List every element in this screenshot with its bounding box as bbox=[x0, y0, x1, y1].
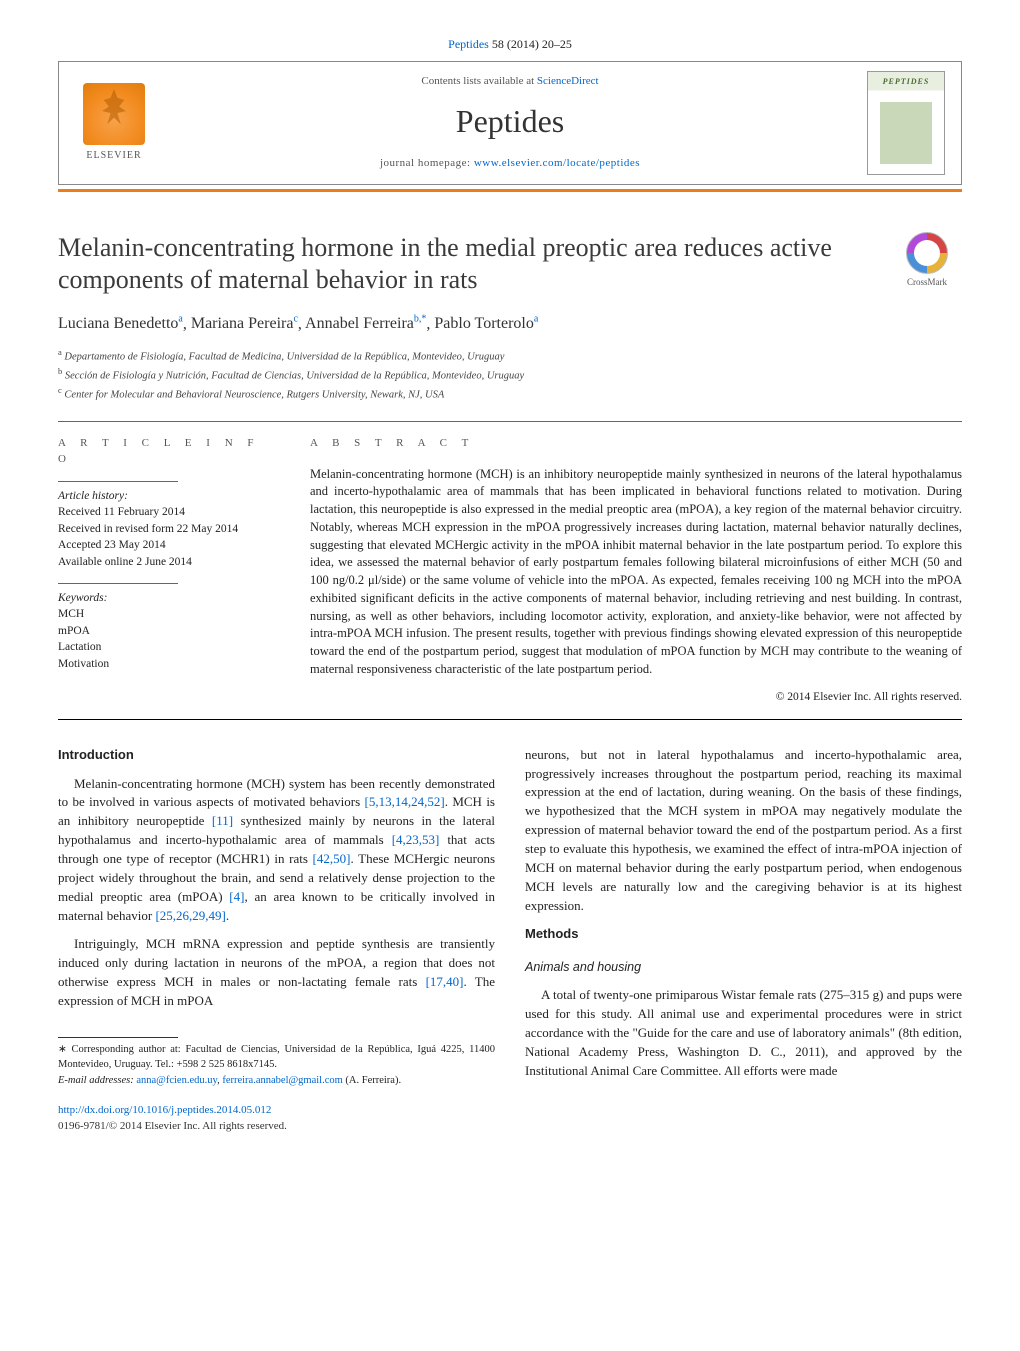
publisher-name: ELSEVIER bbox=[86, 149, 141, 163]
journal-header-box: ELSEVIER Contents lists available at Sci… bbox=[58, 61, 962, 185]
publisher-logo-cell: ELSEVIER bbox=[59, 62, 169, 184]
ref-link-3[interactable]: [4,23,53] bbox=[392, 832, 440, 847]
author-2-affil: b,* bbox=[414, 314, 427, 325]
footnote-emails: E-mail addresses: anna@fcien.edu.uy, fer… bbox=[58, 1073, 495, 1089]
author-1: Mariana Pereirac bbox=[191, 315, 298, 332]
animals-subheading: Animals and housing bbox=[525, 958, 962, 976]
crossmark-badge-icon bbox=[906, 232, 948, 274]
affil-c: Center for Molecular and Behavioral Neur… bbox=[64, 390, 444, 401]
elsevier-tree-icon bbox=[83, 83, 145, 145]
author-0: Luciana Benedettoa bbox=[58, 315, 183, 332]
cover-thumb-cell bbox=[851, 62, 961, 184]
author-list: Luciana Benedettoa, Mariana Pereirac, An… bbox=[58, 313, 962, 336]
top-cite-rest: 58 (2014) 20–25 bbox=[489, 37, 572, 51]
author-3-affil: a bbox=[534, 314, 538, 325]
intro-p1-g: . bbox=[226, 908, 229, 923]
history-received: Received 11 February 2014 bbox=[58, 504, 274, 521]
ref-link-7[interactable]: [17,40] bbox=[426, 974, 464, 989]
contents-line: Contents lists available at ScienceDirec… bbox=[169, 74, 851, 89]
email-label: E-mail addresses: bbox=[58, 1075, 136, 1086]
methods-p1: A total of twenty-one primiparous Wistar… bbox=[525, 986, 962, 1080]
crossmark-label: CrossMark bbox=[907, 277, 947, 287]
ref-link-1[interactable]: [5,13,14,24,52] bbox=[365, 794, 445, 809]
intro-p1: Melanin-concentrating hormone (MCH) syst… bbox=[58, 775, 495, 926]
rule-above-info bbox=[58, 421, 962, 422]
issn-line: 0196-9781/© 2014 Elsevier Inc. All right… bbox=[58, 1119, 495, 1135]
history-online: Available online 2 June 2014 bbox=[58, 554, 274, 571]
email-tail: (A. Ferreira). bbox=[343, 1075, 401, 1086]
crossmark-widget[interactable]: CrossMark bbox=[892, 232, 962, 289]
email-link-1[interactable]: anna@fcien.edu.uy bbox=[136, 1075, 217, 1086]
info-short-rule-2 bbox=[58, 583, 178, 584]
article-info-column: a r t i c l e i n f o Article history: R… bbox=[58, 436, 274, 704]
corresponding-footnote: ∗ Corresponding author at: Facultad de C… bbox=[58, 1042, 495, 1089]
abstract-heading: a b s t r a c t bbox=[310, 436, 962, 451]
author-3: Pablo Torteroloa bbox=[434, 315, 538, 332]
keywords-label: Keywords: bbox=[58, 590, 274, 606]
author-1-name: Mariana Pereira bbox=[191, 315, 294, 332]
history-accepted: Accepted 23 May 2014 bbox=[58, 537, 274, 554]
intro-p2: Intriguingly, MCH mRNA expression and pe… bbox=[58, 935, 495, 1010]
abstract-column: a b s t r a c t Melanin-concentrating ho… bbox=[310, 436, 962, 704]
doi-block: http://dx.doi.org/10.1016/j.peptides.201… bbox=[58, 1103, 495, 1135]
abstract-text: Melanin-concentrating hormone (MCH) is a… bbox=[310, 466, 962, 679]
top-citation: Peptides 58 (2014) 20–25 bbox=[58, 36, 962, 53]
sciencedirect-link[interactable]: ScienceDirect bbox=[537, 75, 599, 87]
affiliations: a Departamento de Fisiología, Facultad d… bbox=[58, 346, 962, 404]
methods-heading: Methods bbox=[525, 925, 962, 944]
body-left-column: Introduction Melanin-concentrating hormo… bbox=[58, 746, 495, 1135]
journal-homepage-line: journal homepage: www.elsevier.com/locat… bbox=[169, 156, 851, 171]
homepage-pre: journal homepage: bbox=[380, 157, 474, 169]
author-2: Annabel Ferreirab,* bbox=[305, 315, 426, 332]
contents-pre: Contents lists available at bbox=[421, 75, 536, 87]
author-0-affil: a bbox=[178, 314, 182, 325]
body-right-column: neurons, but not in lateral hypothalamus… bbox=[525, 746, 962, 1135]
rule-below-abstract bbox=[58, 719, 962, 720]
affil-a: Departamento de Fisiología, Facultad de … bbox=[64, 351, 504, 362]
ref-link-2[interactable]: [11] bbox=[212, 813, 233, 828]
intro-heading: Introduction bbox=[58, 746, 495, 765]
journal-name: Peptides bbox=[169, 99, 851, 144]
ref-link-5[interactable]: [4] bbox=[229, 889, 244, 904]
top-cite-journal-link[interactable]: Peptides bbox=[448, 37, 489, 51]
keywords-list: MCH mPOA Lactation Motivation bbox=[58, 606, 274, 673]
author-1-affil: c bbox=[293, 314, 297, 325]
author-2-name: Annabel Ferreira bbox=[305, 315, 414, 332]
email-link-2[interactable]: ferreira.annabel@gmail.com bbox=[222, 1075, 342, 1086]
abstract-copyright: © 2014 Elsevier Inc. All rights reserved… bbox=[310, 689, 962, 705]
ref-link-6[interactable]: [25,26,29,49] bbox=[155, 908, 225, 923]
orange-divider bbox=[58, 189, 962, 192]
article-title: Melanin-concentrating hormone in the med… bbox=[58, 232, 876, 297]
author-0-name: Luciana Benedetto bbox=[58, 315, 178, 332]
col2-p1: neurons, but not in lateral hypothalamus… bbox=[525, 746, 962, 916]
affil-b: Sección de Fisiología y Nutrición, Facul… bbox=[65, 370, 524, 381]
keyword-1: mPOA bbox=[58, 623, 274, 640]
footnote-rule bbox=[58, 1037, 178, 1038]
keyword-0: MCH bbox=[58, 606, 274, 623]
ref-link-4[interactable]: [42,50] bbox=[313, 851, 351, 866]
journal-homepage-link[interactable]: www.elsevier.com/locate/peptides bbox=[474, 157, 640, 169]
article-info-heading: a r t i c l e i n f o bbox=[58, 436, 274, 467]
history-revised: Received in revised form 22 May 2014 bbox=[58, 521, 274, 538]
author-2-affil-text: b,* bbox=[414, 314, 427, 325]
keyword-2: Lactation bbox=[58, 639, 274, 656]
footnote-corr: ∗ Corresponding author at: Facultad de C… bbox=[58, 1042, 495, 1074]
info-short-rule-1 bbox=[58, 481, 178, 482]
keyword-3: Motivation bbox=[58, 656, 274, 673]
doi-link[interactable]: http://dx.doi.org/10.1016/j.peptides.201… bbox=[58, 1104, 271, 1116]
journal-cover-thumb bbox=[867, 71, 945, 175]
history-label: Article history: bbox=[58, 488, 274, 504]
author-3-name: Pablo Torterolo bbox=[434, 315, 533, 332]
